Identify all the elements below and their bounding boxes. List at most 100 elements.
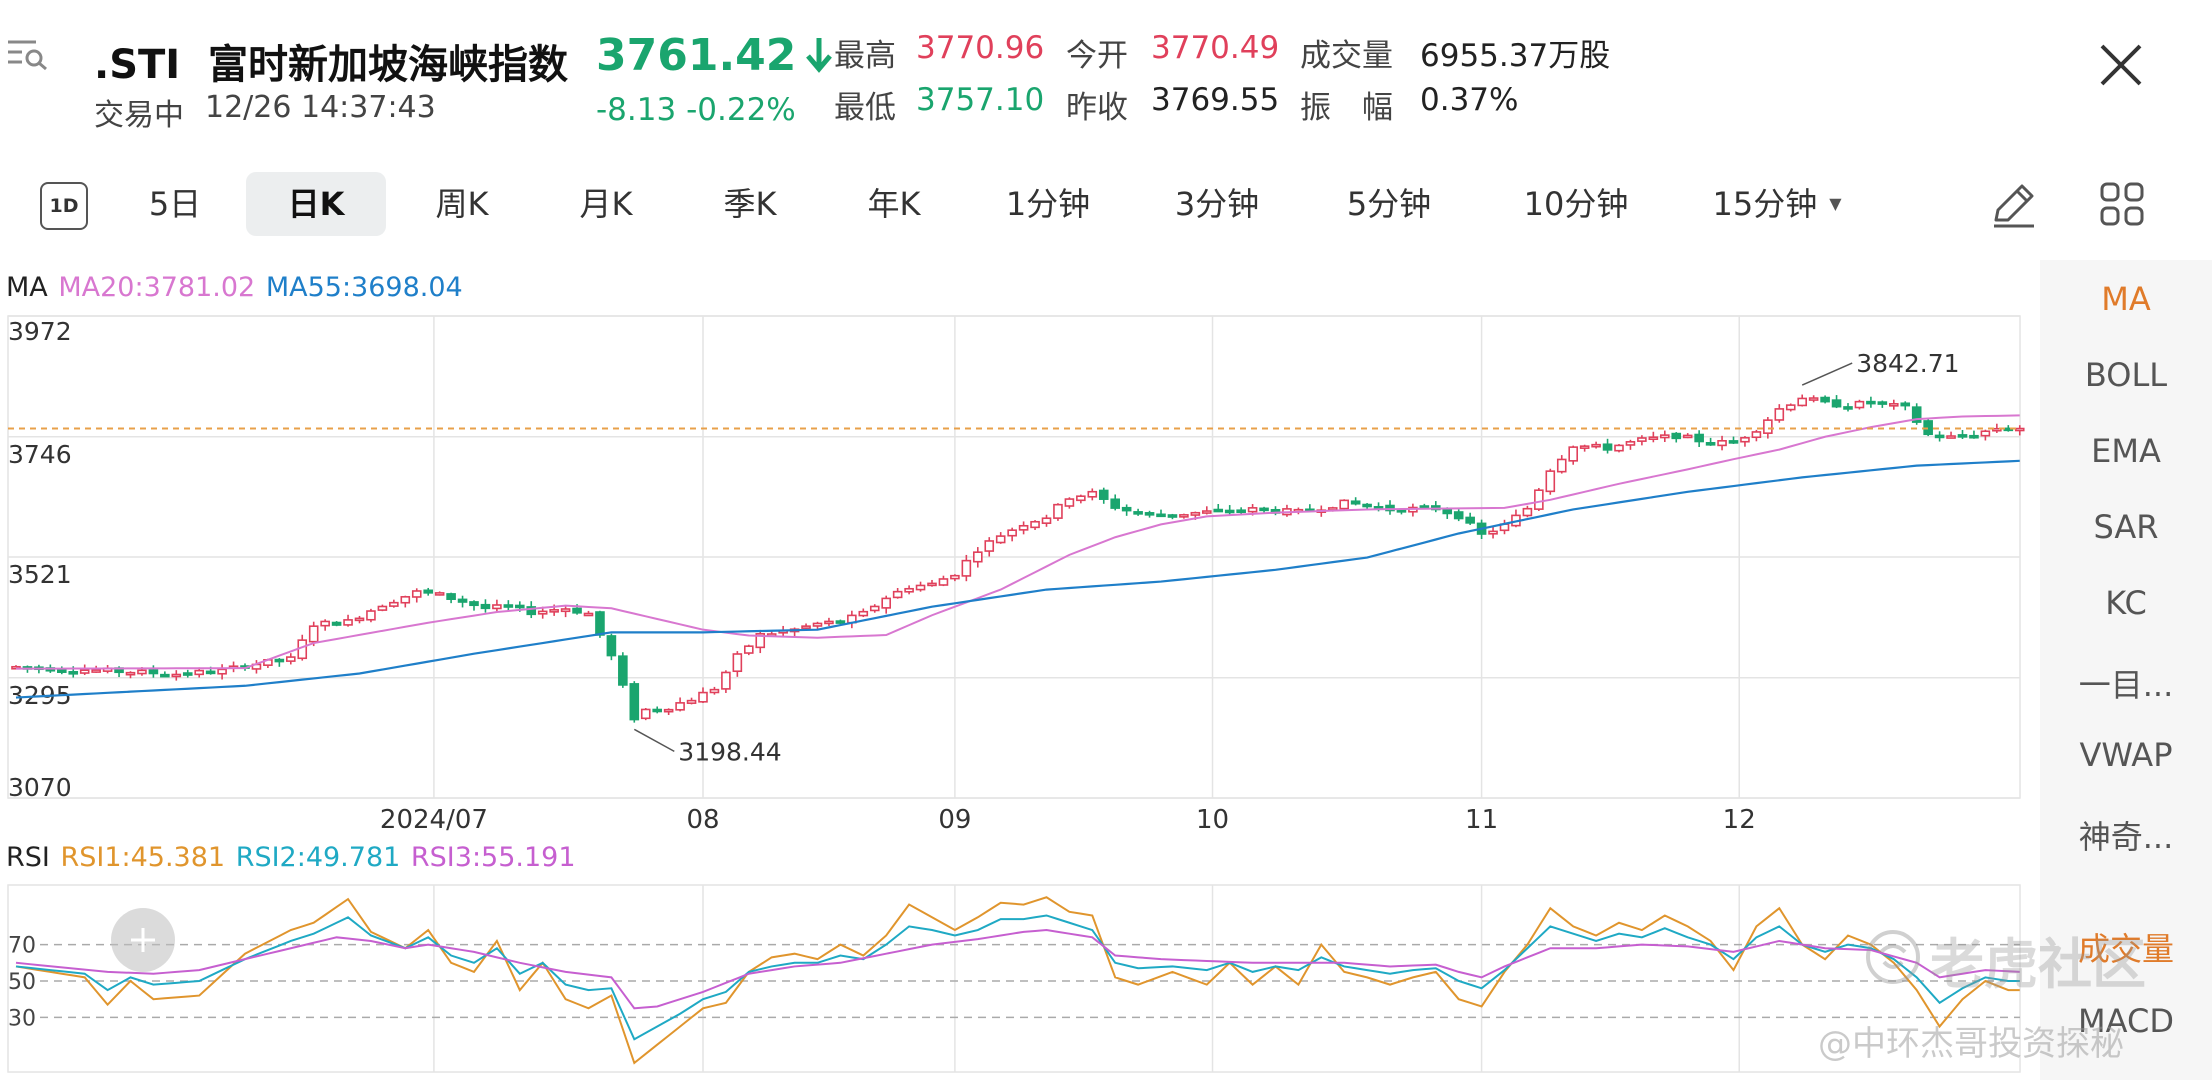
tab-yearly-k[interactable]: 年K	[867, 185, 921, 223]
rsi-line-rsi2	[15, 914, 2020, 1041]
indicator-kc[interactable]: KC	[2105, 584, 2147, 622]
candle-body	[148, 669, 159, 675]
stat-high-value: 3770.96	[916, 30, 1045, 66]
candle-body	[194, 669, 204, 676]
x-tick-label: 09	[938, 805, 971, 835]
stat-low-label: 最低	[834, 90, 896, 126]
candle-body	[560, 608, 571, 613]
candle-body	[927, 582, 937, 587]
close-icon[interactable]	[2096, 40, 2146, 90]
candle-body	[1717, 440, 1727, 447]
candle-body	[1350, 500, 1361, 505]
stat-prevclose-label: 昨收	[1066, 90, 1128, 126]
candle-body	[1179, 514, 1189, 518]
pen-draw-icon[interactable]	[1988, 178, 2040, 230]
rsi-legend[interactable]: RSI RSI1:45.381 RSI2:49.781 RSI3:55.191	[6, 842, 578, 873]
tab-3min[interactable]: 3分钟	[1174, 185, 1260, 223]
candle-body	[434, 592, 445, 596]
menu-search-icon[interactable]	[6, 38, 50, 72]
layout-grid-icon[interactable]	[2098, 180, 2146, 228]
candle-body	[1820, 396, 1830, 403]
candle-body	[1224, 509, 1235, 514]
y-tick-label: 3972	[8, 317, 72, 346]
candle-body	[1705, 442, 1716, 446]
candle-body	[160, 673, 170, 678]
rsi-tick-label: 70	[8, 934, 36, 959]
indicator-ema[interactable]: EMA	[2091, 432, 2161, 470]
candle-body	[595, 611, 605, 636]
candle-body	[537, 610, 548, 615]
candle-body	[1018, 524, 1029, 531]
y-tick-label: 3521	[8, 560, 72, 589]
tab-1min[interactable]: 1分钟	[1005, 185, 1091, 223]
candle-body	[514, 604, 525, 609]
rsi-line-rsi3	[15, 929, 2020, 1010]
candle-body	[1202, 510, 1212, 514]
candle-body	[1259, 507, 1269, 512]
candle-body	[1190, 511, 1201, 516]
stat-amplitude-label: 振 幅	[1300, 90, 1393, 126]
tab-15min-dropdown[interactable]: 15分钟 ▼	[1704, 172, 1850, 236]
candle-body	[1992, 427, 2002, 432]
indicator-vwap[interactable]: VWAP	[2079, 736, 2173, 774]
rsi-tick-label: 30	[8, 1006, 36, 1031]
candle-body	[1465, 516, 1475, 524]
candle-body	[285, 656, 296, 662]
candle-body	[1751, 431, 1762, 439]
indicator-sar[interactable]: SAR	[2093, 508, 2159, 546]
intraday-1d-button[interactable]: 1D	[40, 182, 88, 230]
candle-body	[812, 622, 823, 627]
add-indicator-button[interactable]	[111, 908, 175, 972]
indicator-boll[interactable]: BOLL	[2084, 356, 2168, 394]
candle-body	[1121, 506, 1132, 512]
candle-body	[801, 625, 811, 629]
stat-open-value: 3770.49	[1151, 30, 1280, 66]
last-price: 3761.42	[596, 30, 797, 81]
candle-body	[1728, 440, 1739, 444]
candle-body	[1660, 434, 1670, 439]
candle-body	[938, 578, 949, 586]
candle-body	[1785, 404, 1796, 411]
tab-weekly-k[interactable]: 周K	[435, 185, 489, 223]
candle-body	[892, 590, 903, 599]
indicator-magic[interactable]: 神奇...	[2078, 818, 2174, 856]
candle-body	[1442, 509, 1453, 515]
candle-body	[1591, 443, 1601, 448]
candle-body	[1602, 443, 1613, 451]
candle-body	[1843, 406, 1853, 410]
candle-body	[274, 658, 285, 663]
tab-10min[interactable]: 10分钟	[1523, 185, 1629, 223]
tab-5min[interactable]: 5分钟	[1346, 185, 1432, 223]
indicator-volume[interactable]: 成交量	[2077, 930, 2174, 968]
price-block: 3761.42	[596, 30, 834, 81]
candle-body	[640, 708, 651, 720]
candle-body	[1076, 495, 1086, 502]
candle-body	[68, 671, 79, 675]
candle-body	[663, 708, 674, 713]
candle-body	[1167, 514, 1178, 518]
change-percent: -0.22%	[686, 92, 796, 128]
candle-body	[629, 683, 640, 721]
tab-daily-k[interactable]: 日K	[246, 172, 386, 236]
tab-5day[interactable]: 5日	[148, 185, 202, 223]
candle-body	[182, 672, 193, 676]
candle-body	[1694, 433, 1704, 443]
candle-body	[1763, 419, 1773, 434]
indicator-ma[interactable]: MA	[2101, 280, 2151, 318]
indicator-macd[interactable]: MACD	[2078, 1002, 2174, 1040]
candle-body	[1797, 397, 1807, 407]
candle-body	[366, 610, 376, 621]
candle-body	[1041, 517, 1052, 524]
rsi1-legend: RSI1:45.381	[60, 842, 226, 873]
stat-open-label: 今开	[1066, 38, 1128, 74]
stock-ticker: .STI	[94, 42, 181, 88]
tab-monthly-k[interactable]: 月K	[579, 185, 633, 223]
indicator-ichimoku[interactable]: 一目...	[2078, 666, 2174, 704]
candle-body	[137, 669, 147, 675]
ma-legend[interactable]: MA MA20:3781.02 MA55:3698.04	[6, 272, 465, 303]
rsi-line-rsi1	[15, 896, 2020, 1065]
stat-amplitude-value: 0.37%	[1420, 82, 1519, 118]
tab-quarterly-k[interactable]: 季K	[723, 185, 777, 223]
candle-body	[915, 584, 926, 591]
